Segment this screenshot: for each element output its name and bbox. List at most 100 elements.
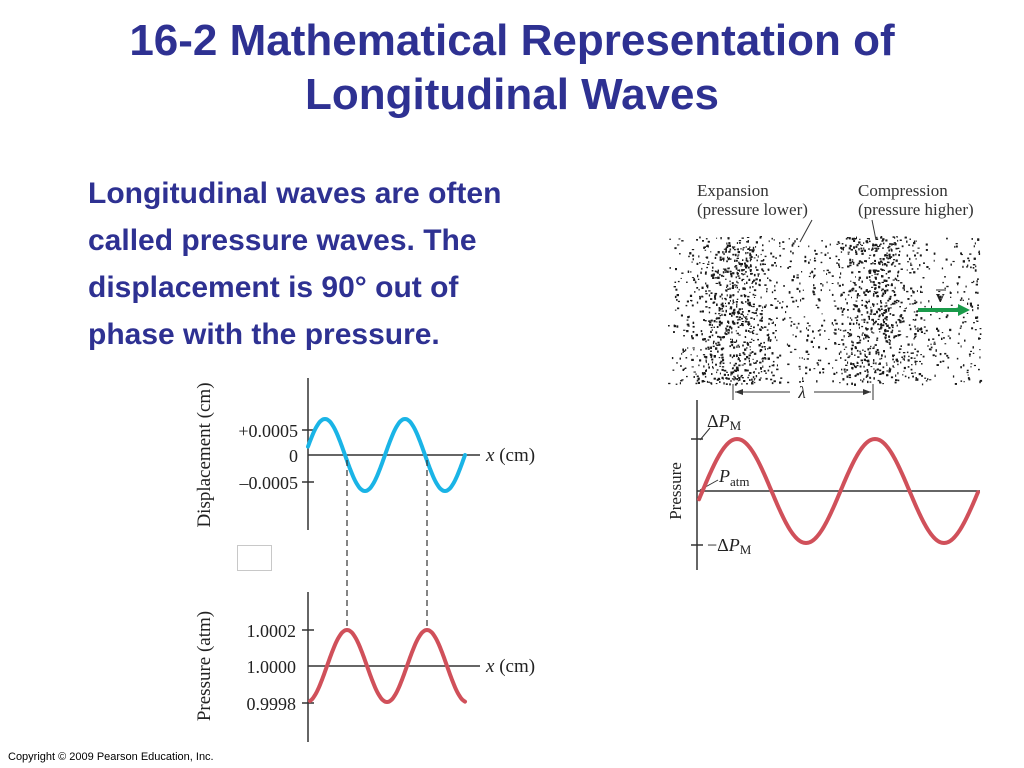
- particle-dot: [864, 354, 866, 357]
- pressure-wave-mid-label: Patm: [718, 466, 750, 489]
- particle-dot: [753, 362, 755, 364]
- particle-dot: [721, 293, 723, 296]
- particle-dot: [745, 257, 748, 260]
- particle-dot: [745, 266, 748, 269]
- particle-dot: [863, 267, 865, 269]
- particle-dot: [958, 332, 960, 336]
- particle-dot: [754, 381, 756, 384]
- particle-dot: [729, 294, 732, 297]
- particle-dot: [967, 374, 969, 376]
- particle-dot: [913, 240, 915, 243]
- particle-dot: [743, 316, 747, 318]
- particle-dot: [792, 242, 795, 245]
- particle-dot: [761, 268, 764, 270]
- particle-dot: [888, 369, 891, 372]
- particle-dot: [895, 359, 898, 362]
- particle-dot: [852, 308, 855, 311]
- particle-dot: [886, 284, 889, 286]
- particle-dot: [885, 302, 888, 304]
- particle-dot: [760, 319, 763, 322]
- particle-dot: [735, 276, 737, 279]
- particle-dot: [744, 287, 746, 291]
- particle-dot: [853, 237, 855, 239]
- particle-dot: [745, 318, 748, 320]
- particle-dot: [882, 383, 884, 385]
- particle-dot: [774, 262, 776, 264]
- particle-dot: [755, 266, 757, 269]
- particle-dot: [915, 377, 917, 380]
- particle-dot: [731, 320, 735, 323]
- particle-dot: [688, 315, 690, 318]
- particle-dot: [864, 304, 867, 308]
- particle-dot: [879, 358, 882, 360]
- pressure-tick-label-bottom: 0.9998: [247, 694, 297, 714]
- particle-dot: [861, 299, 863, 302]
- particle-dot: [966, 312, 969, 314]
- particle-dot: [975, 316, 978, 319]
- particle-dot: [725, 330, 728, 332]
- particle-dot: [858, 271, 861, 273]
- particle-dot: [748, 304, 752, 307]
- particle-dot: [843, 308, 846, 310]
- particle-dot: [847, 294, 850, 296]
- pressure-curve: [308, 627, 467, 705]
- particle-dot: [838, 284, 841, 287]
- particle-dot: [764, 255, 767, 258]
- particle-dot: [875, 352, 878, 355]
- particle-dot: [831, 322, 833, 325]
- particle-dot: [731, 338, 733, 341]
- particle-dot: [859, 350, 861, 353]
- particle-dot: [733, 369, 736, 372]
- particle-dot: [787, 381, 790, 384]
- particle-dot: [710, 331, 712, 333]
- particle-dot: [742, 344, 744, 347]
- particle-dot: [759, 377, 762, 379]
- particle-dot: [823, 270, 825, 272]
- particle-dot: [893, 300, 896, 303]
- particle-dot: [863, 358, 866, 361]
- particle-dot: [736, 339, 738, 342]
- particle-dot: [695, 333, 698, 337]
- particle-dot: [876, 236, 878, 239]
- particle-dot: [721, 313, 723, 316]
- particle-dot: [734, 383, 737, 386]
- particle-dot: [967, 302, 969, 305]
- particle-dot: [865, 356, 868, 358]
- particle-dot: [755, 333, 759, 335]
- particle-dot: [763, 341, 765, 344]
- particle-dot: [966, 265, 968, 268]
- particle-dot: [877, 379, 880, 382]
- particle-dot: [821, 313, 823, 315]
- particle-dot: [714, 270, 717, 273]
- particle-dot: [864, 333, 866, 337]
- particle-dot: [879, 283, 881, 285]
- particle-dot: [820, 252, 823, 254]
- particle-dot: [762, 357, 765, 360]
- particle-dot: [711, 334, 714, 337]
- particle-dot: [877, 318, 880, 320]
- particle-dot: [899, 334, 902, 336]
- particle-dot: [848, 290, 851, 293]
- particle-dot: [764, 353, 766, 356]
- particle-dot: [906, 240, 908, 243]
- particle-dot: [912, 319, 915, 321]
- particle-dot: [813, 276, 815, 279]
- particle-dot: [782, 248, 785, 250]
- particle-dot: [879, 362, 881, 365]
- particle-dot: [870, 366, 873, 368]
- particle-dot: [974, 269, 977, 272]
- particle-dot: [758, 378, 761, 381]
- particle-dot: [964, 339, 966, 342]
- particle-dot: [874, 273, 877, 275]
- particle-dot: [885, 273, 888, 275]
- particle-dot: [911, 364, 913, 366]
- copyright-notice: Copyright © 2009 Pearson Education, Inc.: [8, 751, 214, 763]
- particle-dot: [883, 309, 886, 312]
- particle-dot: [745, 259, 748, 262]
- particle-dot: [712, 301, 714, 304]
- particle-dot: [756, 269, 758, 271]
- particle-dot: [712, 345, 715, 348]
- particle-dot: [730, 338, 732, 340]
- particle-dot: [717, 276, 720, 279]
- particle-dot: [905, 307, 907, 309]
